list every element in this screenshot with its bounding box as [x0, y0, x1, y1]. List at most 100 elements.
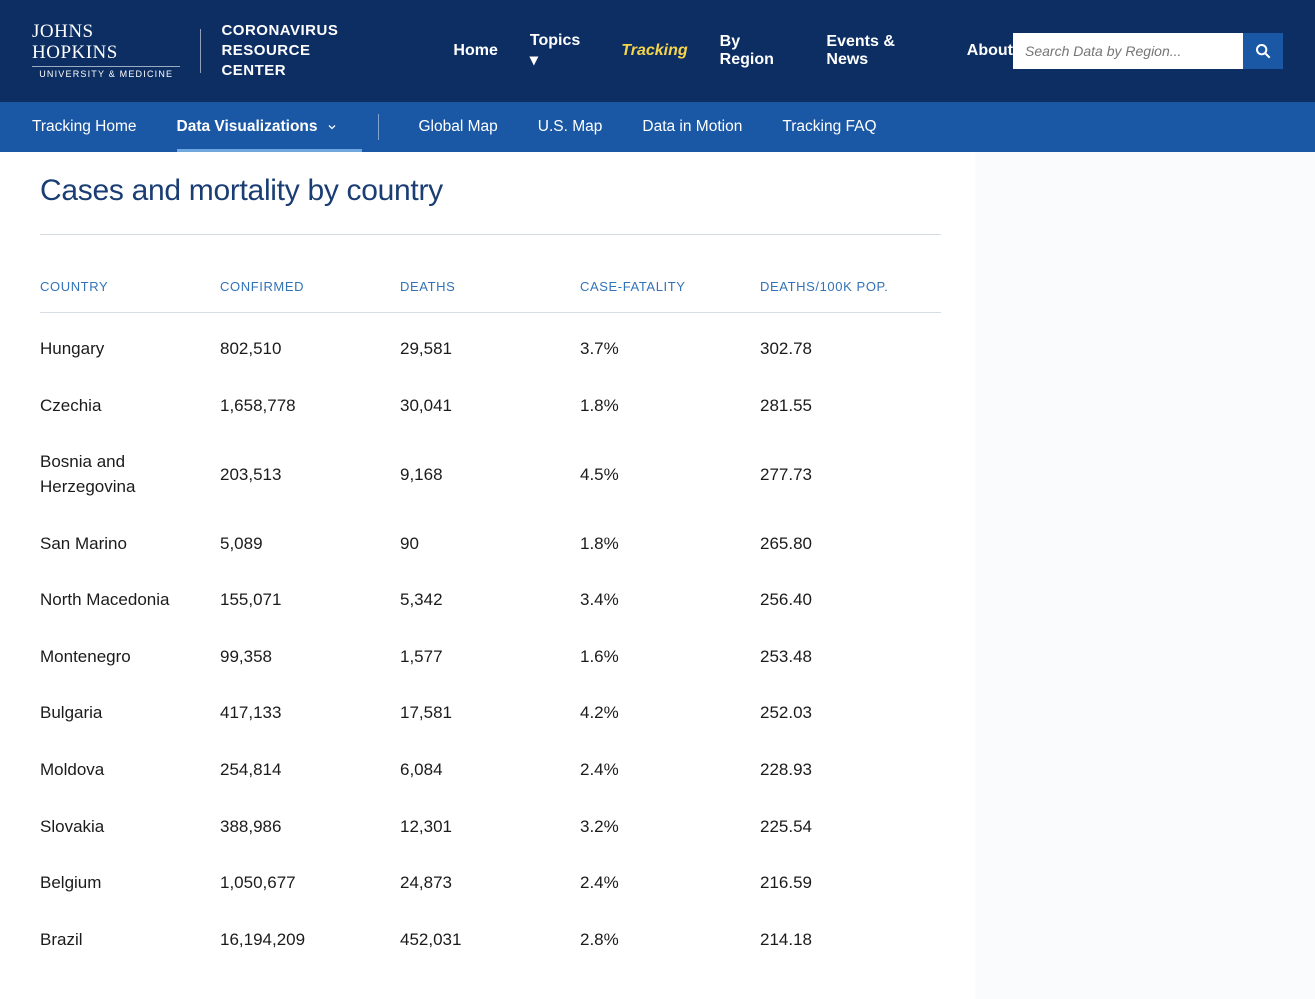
johns-hopkins-logo: JOHNS HOPKINS UNIVERSITY & MEDICINE: [32, 22, 180, 81]
td-deaths-per-100k: 216.59: [760, 871, 940, 896]
center-line-2: RESOURCE CENTER: [221, 41, 375, 82]
table-row: Brazil16,194,209452,0312.8%214.18: [40, 912, 941, 969]
td-country: Bulgaria: [40, 701, 220, 726]
td-deaths-per-100k: 281.55: [760, 394, 940, 419]
nav-events-news[interactable]: Events & News: [826, 33, 934, 69]
td-case-fatality: 1.8%: [580, 532, 760, 557]
td-country: Hungary: [40, 337, 220, 362]
primary-nav: Home Topics ▾ Tracking By Region Events …: [453, 32, 1013, 70]
td-deaths-per-100k: 265.80: [760, 532, 940, 557]
td-deaths: 24,873: [400, 871, 580, 896]
table-row: Slovakia388,98612,3013.2%225.54: [40, 799, 941, 856]
td-confirmed: 388,986: [220, 815, 400, 840]
td-deaths: 452,031: [400, 928, 580, 953]
logo-line-2: UNIVERSITY & MEDICINE: [32, 66, 180, 80]
td-confirmed: 254,814: [220, 758, 400, 783]
td-deaths-per-100k: 225.54: [760, 815, 940, 840]
main-column: Cases and mortality by country COUNTRY C…: [0, 152, 975, 999]
search-input[interactable]: [1013, 33, 1243, 69]
subnav-data-viz-label: Data Visualizations: [177, 118, 318, 136]
td-deaths-per-100k: 256.40: [760, 588, 940, 613]
table-row: Belgium1,050,67724,8732.4%216.59: [40, 855, 941, 912]
subnav-us-map[interactable]: U.S. Map: [538, 102, 603, 152]
td-case-fatality: 4.2%: [580, 701, 760, 726]
th-case-fatality[interactable]: CASE-FATALITY: [580, 279, 760, 294]
td-confirmed: 5,089: [220, 532, 400, 557]
td-confirmed: 802,510: [220, 337, 400, 362]
resource-center-logo: CORONAVIRUS RESOURCE CENTER: [221, 21, 375, 82]
td-deaths: 17,581: [400, 701, 580, 726]
logo-divider: [200, 29, 201, 73]
td-deaths: 12,301: [400, 815, 580, 840]
chevron-down-icon: [326, 121, 338, 133]
td-deaths-per-100k: 277.73: [760, 463, 940, 488]
td-country: Brazil: [40, 928, 220, 953]
subnav-data-visualizations[interactable]: Data Visualizations: [177, 102, 338, 152]
td-case-fatality: 3.2%: [580, 815, 760, 840]
logo-line-1: JOHNS HOPKINS: [32, 22, 180, 64]
td-deaths: 29,581: [400, 337, 580, 362]
td-case-fatality: 3.7%: [580, 337, 760, 362]
sub-header: Tracking Home Data Visualizations Global…: [0, 102, 1315, 152]
th-confirmed[interactable]: CONFIRMED: [220, 279, 400, 294]
td-case-fatality: 2.8%: [580, 928, 760, 953]
subnav-divider: [378, 114, 379, 140]
td-deaths-per-100k: 302.78: [760, 337, 940, 362]
th-country[interactable]: COUNTRY: [40, 279, 220, 294]
td-confirmed: 1,658,778: [220, 394, 400, 419]
nav-about[interactable]: About: [967, 42, 1013, 60]
subnav-tracking-home[interactable]: Tracking Home: [32, 102, 137, 152]
nav-by-region[interactable]: By Region: [720, 33, 795, 69]
td-country: North Macedonia: [40, 588, 220, 613]
td-deaths-per-100k: 252.03: [760, 701, 940, 726]
table-row: Bosnia and Herzegovina203,5139,1684.5%27…: [40, 434, 941, 515]
th-deaths-per-100k[interactable]: DEATHS/100K POP.: [760, 279, 940, 294]
table-row: Moldova254,8146,0842.4%228.93: [40, 742, 941, 799]
td-country: Slovakia: [40, 815, 220, 840]
search-button[interactable]: [1243, 33, 1283, 69]
td-case-fatality: 1.8%: [580, 394, 760, 419]
page-title: Cases and mortality by country: [40, 174, 941, 208]
main-header: JOHNS HOPKINS UNIVERSITY & MEDICINE CORO…: [0, 0, 1315, 102]
td-deaths: 9,168: [400, 463, 580, 488]
td-case-fatality: 2.4%: [580, 758, 760, 783]
table-row: Hungary802,51029,5813.7%302.78: [40, 321, 941, 378]
side-column: [975, 152, 1315, 999]
content-area: Cases and mortality by country COUNTRY C…: [0, 152, 1315, 999]
th-deaths[interactable]: DEATHS: [400, 279, 580, 294]
td-confirmed: 16,194,209: [220, 928, 400, 953]
td-confirmed: 417,133: [220, 701, 400, 726]
td-confirmed: 155,071: [220, 588, 400, 613]
td-confirmed: 99,358: [220, 645, 400, 670]
table-row: North Macedonia155,0715,3423.4%256.40: [40, 572, 941, 629]
td-country: San Marino: [40, 532, 220, 557]
search-wrap: [1013, 33, 1283, 69]
logo-block[interactable]: JOHNS HOPKINS UNIVERSITY & MEDICINE CORO…: [32, 21, 375, 82]
table-row: Czechia1,658,77830,0411.8%281.55: [40, 378, 941, 435]
subnav-tracking-faq[interactable]: Tracking FAQ: [782, 102, 876, 152]
table-header: COUNTRY CONFIRMED DEATHS CASE-FATALITY D…: [40, 279, 941, 313]
mortality-table: COUNTRY CONFIRMED DEATHS CASE-FATALITY D…: [40, 279, 941, 969]
td-confirmed: 1,050,677: [220, 871, 400, 896]
nav-topics[interactable]: Topics ▾: [530, 32, 589, 70]
nav-tracking[interactable]: Tracking: [621, 42, 687, 60]
subnav-data-in-motion[interactable]: Data in Motion: [642, 102, 742, 152]
td-case-fatality: 4.5%: [580, 463, 760, 488]
table-row: San Marino5,089901.8%265.80: [40, 516, 941, 573]
td-deaths-per-100k: 228.93: [760, 758, 940, 783]
td-case-fatality: 1.6%: [580, 645, 760, 670]
td-country: Montenegro: [40, 645, 220, 670]
td-country: Czechia: [40, 394, 220, 419]
table-row: Bulgaria417,13317,5814.2%252.03: [40, 685, 941, 742]
td-deaths-per-100k: 253.48: [760, 645, 940, 670]
table-row: Montenegro99,3581,5771.6%253.48: [40, 629, 941, 686]
td-confirmed: 203,513: [220, 463, 400, 488]
td-deaths: 6,084: [400, 758, 580, 783]
center-line-1: CORONAVIRUS: [221, 21, 375, 41]
nav-home[interactable]: Home: [453, 42, 497, 60]
td-case-fatality: 3.4%: [580, 588, 760, 613]
search-icon: [1255, 43, 1271, 59]
subnav-global-map[interactable]: Global Map: [419, 102, 498, 152]
td-deaths: 5,342: [400, 588, 580, 613]
td-deaths: 30,041: [400, 394, 580, 419]
